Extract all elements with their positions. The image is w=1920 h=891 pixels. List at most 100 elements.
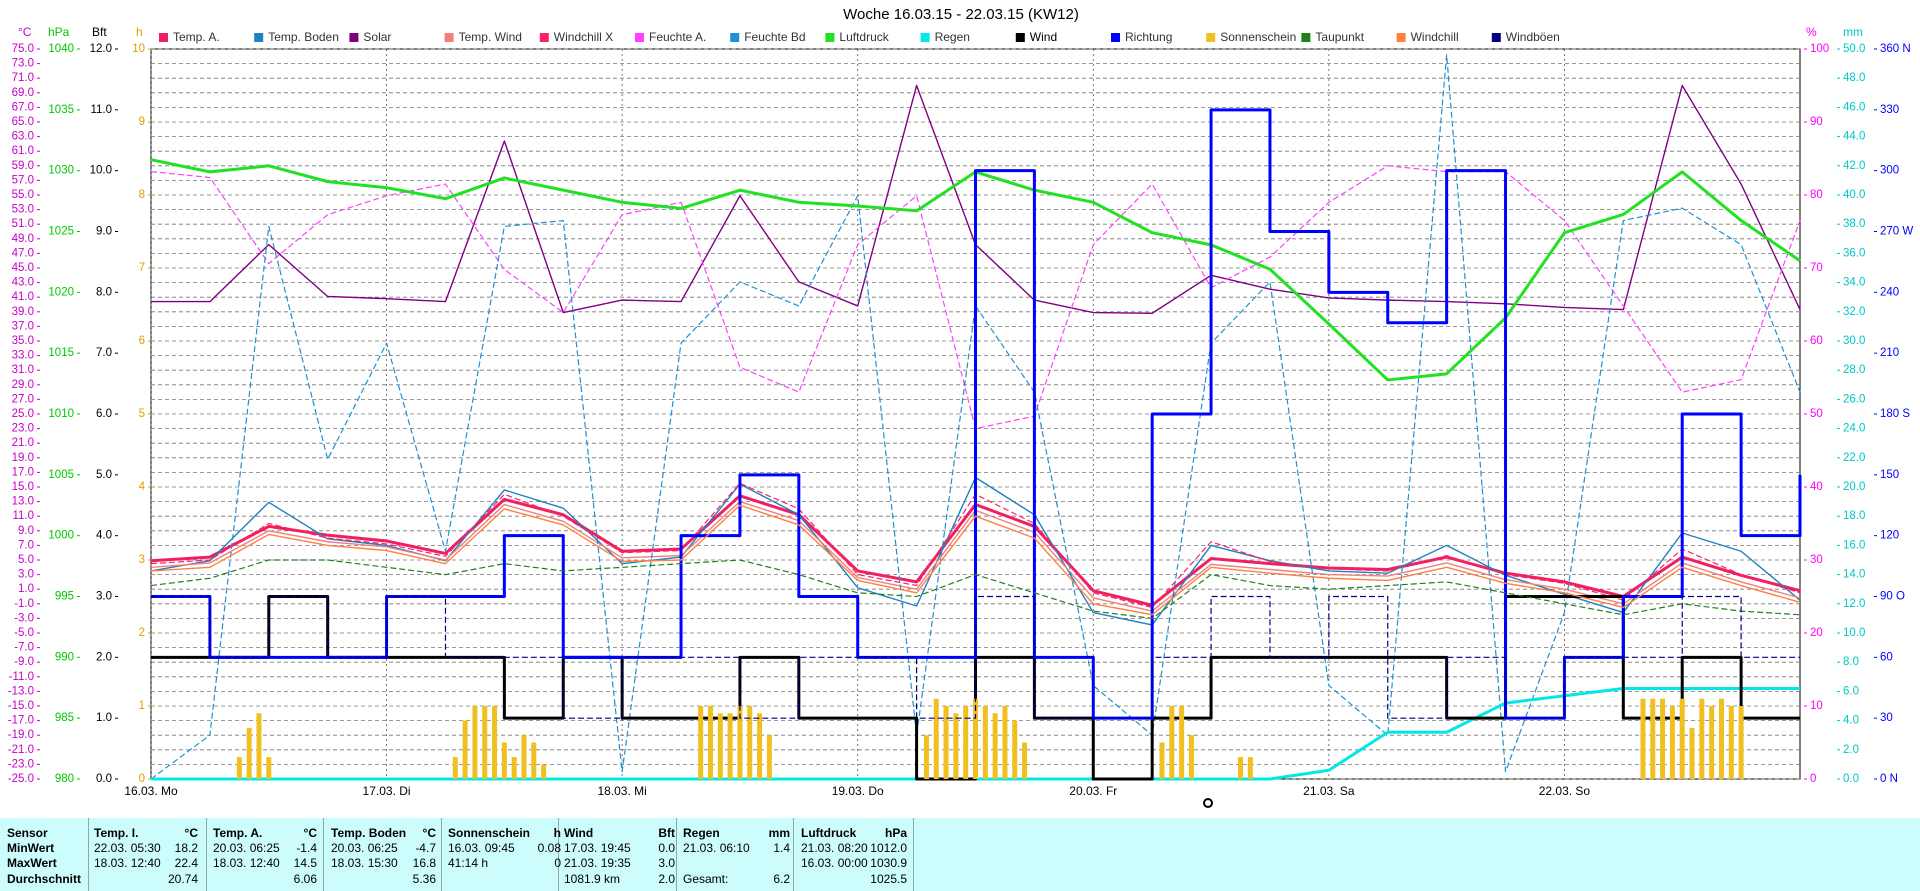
stat-date: 21.03. 08:20	[801, 841, 868, 855]
y-tick-label: 5.0	[96, 469, 112, 481]
y-tick-label: 8.0	[1843, 656, 1859, 668]
sunshine-bar	[727, 713, 733, 779]
legend-label: Temp. A.	[173, 30, 220, 44]
sunshine-bar	[1738, 706, 1744, 779]
stat-value: 1012.0	[870, 841, 907, 855]
y-tick-label: 5	[139, 408, 145, 420]
series-line	[150, 559, 1801, 619]
y-tick-label: 11.0	[12, 510, 34, 522]
y-tick-label: 270 W	[1880, 226, 1913, 238]
y-tick-label: 3.0	[96, 591, 112, 603]
y-tick-label: 61.0	[12, 145, 34, 157]
stat-value: 3.0	[658, 856, 675, 870]
x-tick-label: 18.03. Mi	[597, 784, 646, 798]
sunshine-bar	[747, 706, 753, 779]
axis-unit: h	[136, 25, 143, 39]
y-tick-label: 36.0	[1843, 247, 1865, 259]
y-tick-label: 9.0	[18, 525, 34, 537]
sunshine-bar	[266, 757, 272, 779]
sunshine-bar	[933, 698, 939, 779]
legend-swatch	[635, 33, 644, 42]
y-tick-label: 55.0	[12, 189, 34, 201]
axis-unit: Bft	[92, 25, 107, 39]
row-label: MinWert	[7, 841, 55, 855]
y-tick-label: 60	[1810, 335, 1823, 347]
stat-unit: °C	[184, 826, 198, 840]
y-tick-label: 48.0	[1843, 72, 1865, 84]
y-tick-label: 59.0	[12, 160, 34, 172]
y-tick-label: 38.0	[1843, 218, 1865, 230]
x-tick-label: 16.03. Mo	[124, 784, 178, 798]
y-tick-label: 15.0	[12, 481, 34, 493]
sunshine-bar	[737, 706, 743, 779]
y-tick-label: 60	[1880, 651, 1893, 663]
y-tick-label: 44.0	[1843, 131, 1865, 143]
y-tick-label: 30	[1810, 554, 1823, 566]
sunshine-bar	[766, 735, 772, 779]
y-tick-label: 6.0	[1843, 685, 1859, 697]
y-tick-label: -15.0	[8, 700, 34, 712]
sunshine-bar	[1699, 698, 1705, 779]
legend-label: Richtung	[1125, 30, 1172, 44]
legend-swatch	[1111, 33, 1120, 42]
sunshine-bar	[707, 706, 713, 779]
y-tick-label: 0	[139, 773, 145, 785]
y-tick-label: 1.0	[96, 712, 112, 724]
stat-unit: h	[553, 826, 561, 840]
sunshine-bar	[1022, 742, 1028, 779]
sunshine-bar	[1169, 706, 1175, 779]
legend-swatch	[539, 33, 549, 42]
y-tick-label: 10.0	[1843, 627, 1865, 639]
divider	[558, 818, 559, 891]
y-tick-label: 100	[1810, 43, 1829, 55]
sunshine-bar	[1247, 757, 1253, 779]
sunshine-bar	[992, 713, 998, 779]
y-tick-label: 7.0	[18, 539, 34, 551]
sunshine-bar	[1669, 706, 1675, 779]
sunshine-bar	[698, 706, 704, 779]
sunshine-bar	[1709, 706, 1715, 779]
y-tick-label: 46.0	[1843, 101, 1865, 113]
y-tick-label: 13.0	[12, 496, 34, 508]
sunshine-bar	[717, 713, 723, 779]
sunshine-bar	[973, 698, 978, 779]
legend-label: Feuchte Bd	[744, 30, 805, 44]
y-tick-label: 69.0	[12, 87, 34, 99]
y-tick-label: 1035	[48, 104, 74, 116]
legend-swatch	[1206, 33, 1216, 42]
y-tick-label: -17.0	[8, 715, 34, 727]
sunshine-bar	[256, 713, 262, 779]
sunshine-bar	[472, 706, 478, 779]
y-tick-label: 50	[1810, 408, 1823, 420]
stat-date: 18.03. 12:40	[94, 856, 161, 870]
y-tick-label: 10	[132, 43, 145, 55]
y-tick-label: 2.0	[1843, 744, 1859, 756]
stat-value: 14.5	[293, 856, 317, 870]
y-tick-label: 63.0	[12, 131, 34, 143]
legend-swatch	[349, 33, 359, 42]
y-tick-label: 980	[55, 773, 74, 785]
sunshine-bar	[1159, 742, 1165, 779]
sunshine-bar	[501, 742, 507, 779]
stat-date: 21.03. 19:35	[564, 856, 631, 870]
stat-date: 18.03. 12:40	[213, 856, 280, 870]
sunshine-bar	[982, 706, 988, 779]
stat-value: -4.7	[415, 841, 436, 855]
sunshine-bar	[482, 706, 488, 779]
y-tick-label: 12.0	[90, 43, 112, 55]
stat-header: Luftdruck	[801, 826, 857, 840]
x-tick-label: 22.03. So	[1539, 784, 1591, 798]
y-tick-label: 20.0	[1843, 481, 1865, 493]
y-tick-label: 4	[139, 481, 146, 493]
sunshine-bar	[1679, 698, 1685, 779]
y-tick-label: -5.0	[14, 627, 34, 639]
sunshine-bar	[531, 742, 537, 779]
y-tick-label: 995	[55, 591, 74, 603]
y-tick-label: 70	[1810, 262, 1823, 274]
legend-swatch	[1491, 33, 1501, 42]
y-tick-label: 2	[139, 627, 145, 639]
y-tick-label: 1020	[48, 286, 74, 298]
sunshine-bar	[1650, 698, 1656, 779]
sunshine-bar	[1728, 706, 1734, 779]
y-tick-label: 71.0	[12, 72, 34, 84]
